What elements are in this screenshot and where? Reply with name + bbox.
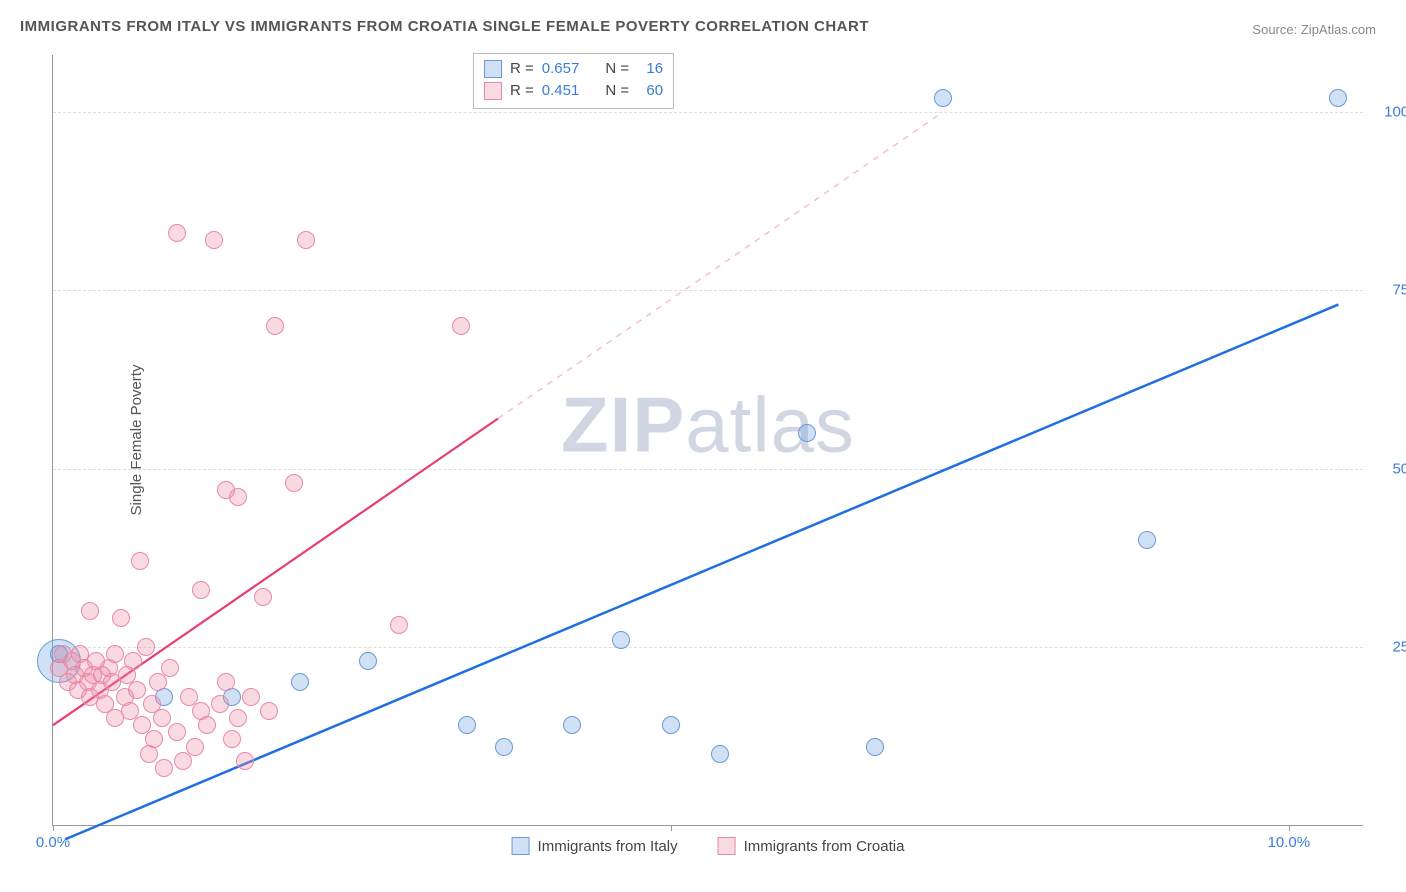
data-point [266, 317, 284, 335]
legend: Immigrants from Italy Immigrants from Cr… [512, 837, 905, 855]
data-point [242, 688, 260, 706]
data-point [112, 609, 130, 627]
data-point [155, 759, 173, 777]
data-point [168, 224, 186, 242]
corr-row-italy: R = 0.657 N = 16 [484, 58, 663, 80]
data-point [128, 681, 146, 699]
gridline [53, 469, 1363, 470]
r-value-italy: 0.657 [542, 58, 580, 80]
swatch-croatia [484, 82, 502, 100]
data-point [137, 638, 155, 656]
r-label: R = [510, 58, 534, 80]
data-point [458, 716, 476, 734]
data-point [174, 752, 192, 770]
x-tick-mark [671, 825, 672, 831]
data-point [81, 602, 99, 620]
data-point [106, 645, 124, 663]
x-tick-label: 0.0% [36, 834, 70, 851]
legend-item-italy: Immigrants from Italy [512, 837, 678, 855]
n-value-croatia: 60 [637, 80, 663, 102]
y-tick-label: 75.0% [1375, 282, 1406, 299]
corr-row-croatia: R = 0.451 N = 60 [484, 80, 663, 102]
data-point [236, 752, 254, 770]
data-point [711, 745, 729, 763]
gridline [53, 647, 1363, 648]
gridline [53, 290, 1363, 291]
data-point [260, 702, 278, 720]
data-point [229, 488, 247, 506]
data-point [866, 738, 884, 756]
r-value-croatia: 0.451 [542, 80, 580, 102]
n-value-italy: 16 [637, 58, 663, 80]
legend-label-croatia: Immigrants from Croatia [744, 838, 905, 855]
data-point [205, 231, 223, 249]
data-point [291, 673, 309, 691]
legend-label-italy: Immigrants from Italy [538, 838, 678, 855]
x-tick-mark [53, 825, 54, 831]
watermark-bold: ZIP [561, 380, 685, 468]
legend-item-croatia: Immigrants from Croatia [718, 837, 905, 855]
data-point [211, 695, 229, 713]
data-point [153, 709, 171, 727]
data-point [254, 588, 272, 606]
n-label: N = [605, 58, 629, 80]
data-point [297, 231, 315, 249]
data-point [798, 424, 816, 442]
data-point [390, 616, 408, 634]
chart-title: IMMIGRANTS FROM ITALY VS IMMIGRANTS FROM… [20, 18, 869, 35]
data-point [217, 673, 235, 691]
y-tick-label: 25.0% [1375, 638, 1406, 655]
source-name: ZipAtlas.com [1301, 22, 1376, 37]
data-point [145, 730, 163, 748]
data-point [168, 723, 186, 741]
r-label: R = [510, 80, 534, 102]
data-point [161, 659, 179, 677]
scatter-plot: Single Female Poverty ZIPatlas 25.0%50.0… [52, 55, 1363, 826]
data-point [495, 738, 513, 756]
y-axis-label: Single Female Poverty [128, 365, 145, 516]
data-point [223, 730, 241, 748]
data-point [934, 89, 952, 107]
data-point [229, 709, 247, 727]
data-point [198, 716, 216, 734]
data-point [131, 552, 149, 570]
n-label: N = [605, 80, 629, 102]
data-point [149, 673, 167, 691]
correlation-legend: R = 0.657 N = 16 R = 0.451 N = 60 [473, 53, 674, 109]
data-point [186, 738, 204, 756]
data-point [662, 716, 680, 734]
x-tick-mark [1289, 825, 1290, 831]
swatch-italy [484, 60, 502, 78]
watermark-rest: atlas [685, 380, 855, 468]
x-tick-label: 10.0% [1268, 834, 1311, 851]
data-point [1329, 89, 1347, 107]
data-point [452, 317, 470, 335]
data-point [192, 581, 210, 599]
data-point [1138, 531, 1156, 549]
data-point [285, 474, 303, 492]
trend-lines [53, 55, 1363, 825]
data-point [359, 652, 377, 670]
data-point [612, 631, 630, 649]
swatch-croatia [718, 837, 736, 855]
y-tick-label: 100.0% [1375, 104, 1406, 121]
source-credit: Source: ZipAtlas.com [1252, 22, 1376, 37]
y-tick-label: 50.0% [1375, 460, 1406, 477]
gridline [53, 112, 1363, 113]
data-point [563, 716, 581, 734]
source-label: Source: [1252, 22, 1297, 37]
data-point [124, 652, 142, 670]
swatch-italy [512, 837, 530, 855]
